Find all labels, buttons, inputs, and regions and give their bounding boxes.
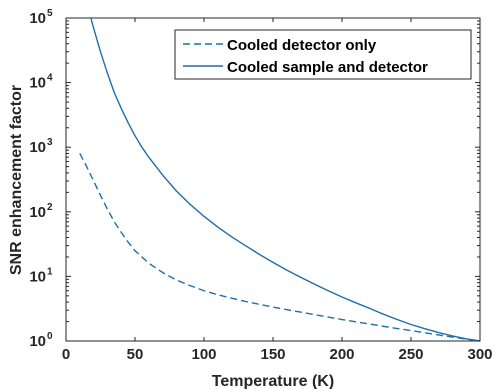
x-tick-label: 200 [329, 346, 354, 363]
y-tick-exponent: 5 [47, 8, 53, 19]
y-axis-label: SNR enhancement factor [8, 85, 25, 275]
y-tick-label: 10 [29, 75, 46, 92]
x-axis-label: Temperature (K) [212, 373, 334, 389]
y-tick-label: 10 [29, 204, 46, 221]
x-tick-label: 300 [467, 346, 492, 363]
x-tick-label: 150 [260, 346, 285, 363]
x-tick-label: 100 [191, 346, 216, 363]
legend-label-cooled-sample-detector: Cooled sample and detector [227, 59, 428, 76]
x-tick-label: 250 [398, 346, 423, 363]
y-tick-exponent: 2 [47, 202, 53, 213]
x-axis-ticks: 0 50 100 150 200 250 300 [62, 18, 493, 363]
series-layer [79, 17, 481, 342]
x-tick-label: 50 [127, 346, 144, 363]
y-tick-exponent: 1 [47, 266, 53, 277]
legend-box [174, 29, 472, 80]
y-tick-exponent: 3 [47, 137, 53, 148]
y-tick-label: 10 [29, 268, 46, 285]
series-line-cooled-sample-detector [90, 17, 481, 342]
legend: Cooled detector only Cooled sample and d… [174, 29, 472, 80]
y-tick-label: 10 [29, 10, 46, 27]
x-tick-label: 0 [62, 346, 70, 363]
series-line-cooled-detector [79, 153, 481, 342]
y-tick-label: 10 [29, 333, 46, 350]
y-tick-exponent: 4 [47, 73, 53, 84]
y-tick-exponent: 0 [47, 331, 53, 342]
legend-label-cooled-detector: Cooled detector only [227, 37, 377, 54]
y-tick-label: 10 [29, 139, 46, 156]
